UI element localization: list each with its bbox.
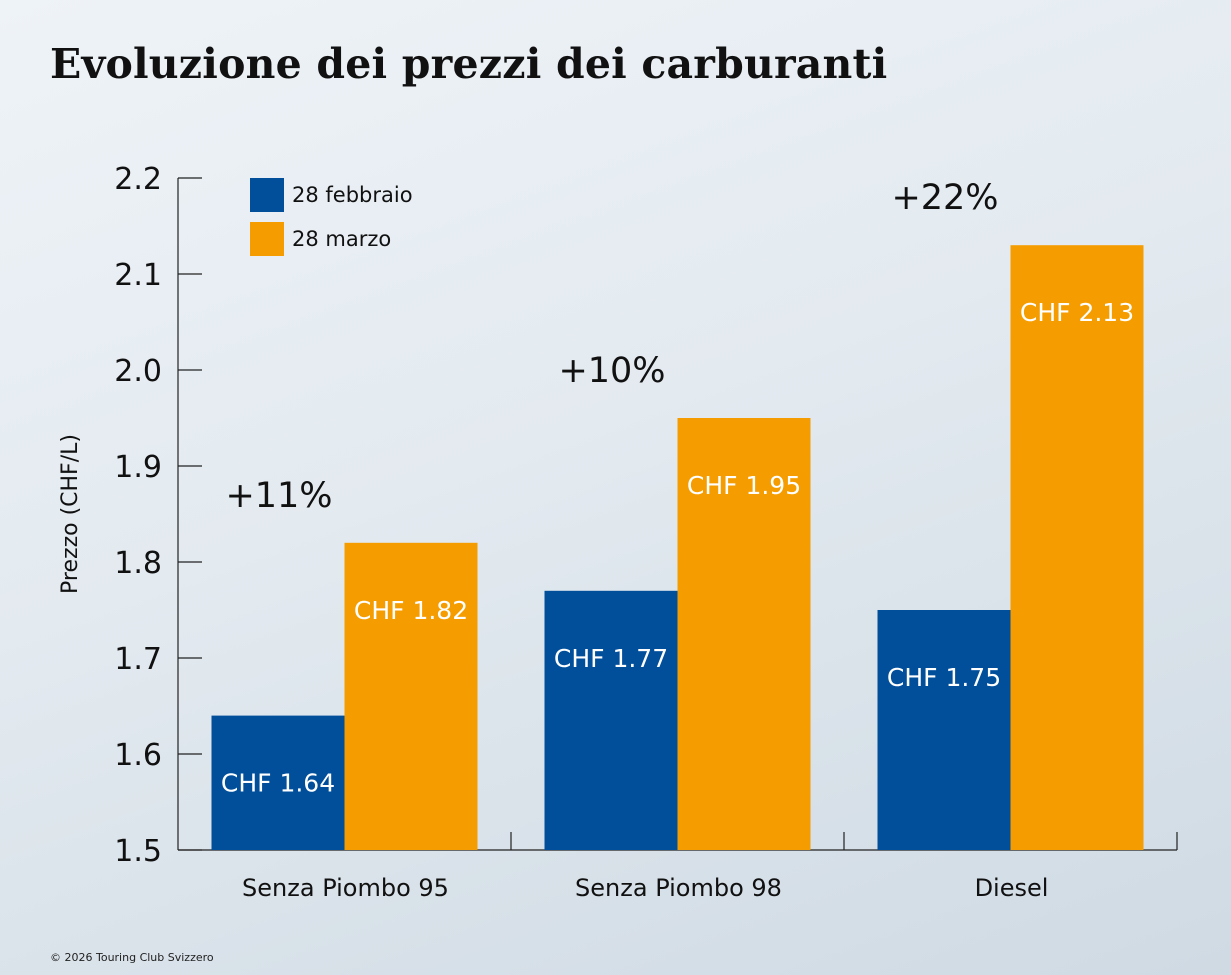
bar-mar xyxy=(1010,245,1144,850)
x-category-label: Diesel xyxy=(975,874,1049,902)
y-tick-label: 1.5 xyxy=(114,834,162,869)
x-category-label: Senza Piombo 95 xyxy=(242,874,449,902)
bar-feb xyxy=(211,715,345,850)
x-category-label: Senza Piombo 98 xyxy=(575,874,782,902)
change-annotation: +22% xyxy=(891,178,998,218)
y-tick-label: 2.0 xyxy=(114,354,162,389)
bar-mar xyxy=(344,542,478,850)
bar-value-label: CHF 1.95 xyxy=(687,471,801,500)
bar-value-label: CHF 1.77 xyxy=(554,644,668,673)
y-axis-title: Prezzo (CHF/L) xyxy=(58,434,83,594)
legend-swatch xyxy=(250,178,284,212)
bar-value-label: CHF 2.13 xyxy=(1020,298,1134,327)
chart-title: Evoluzione dei prezzi dei carburanti xyxy=(50,40,888,88)
bar-mar xyxy=(677,418,811,850)
y-tick-label: 2.1 xyxy=(114,258,162,293)
legend-swatch xyxy=(250,222,284,256)
change-annotation: +11% xyxy=(225,476,332,516)
legend-label: 28 marzo xyxy=(292,227,391,251)
y-tick-label: 1.8 xyxy=(114,546,162,581)
y-tick-label: 2.2 xyxy=(114,162,162,197)
change-annotation: +10% xyxy=(558,351,665,391)
bar-value-label: CHF 1.82 xyxy=(354,596,468,625)
bar-feb xyxy=(544,590,678,850)
legend-label: 28 febbraio xyxy=(292,183,413,207)
bar-value-label: CHF 1.75 xyxy=(887,663,1001,692)
bar-feb xyxy=(877,610,1011,850)
y-tick-label: 1.7 xyxy=(114,642,162,677)
y-tick-label: 1.6 xyxy=(114,738,162,773)
y-tick-label: 1.9 xyxy=(114,450,162,485)
bar-value-label: CHF 1.64 xyxy=(221,769,335,798)
copyright-footer: © 2026 Touring Club Svizzero xyxy=(50,951,214,964)
